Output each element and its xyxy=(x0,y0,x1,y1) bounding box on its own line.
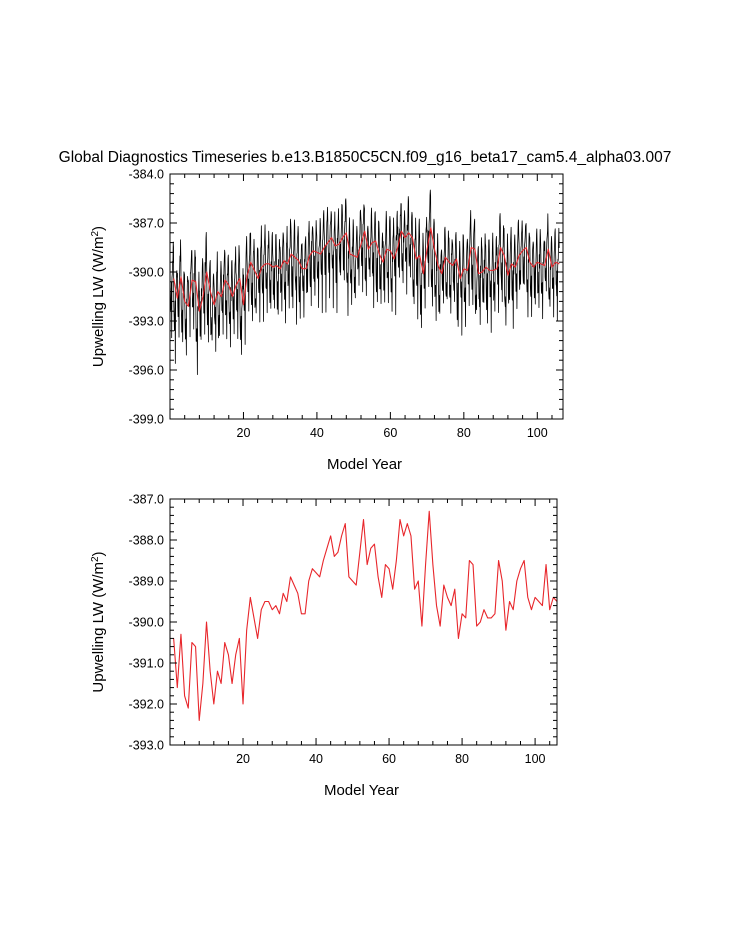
y-tick-label: -389.0 xyxy=(129,575,164,589)
series-annual-line xyxy=(173,510,557,721)
x-tick-label: 80 xyxy=(457,426,471,440)
x-axis-label: Model Year xyxy=(324,782,399,799)
y-axis-label-text: Upwelling LW (W/m xyxy=(90,562,107,693)
y-tick-label: -390.0 xyxy=(129,266,164,280)
y-axis-ticks xyxy=(170,183,563,410)
y-tick-label: -393.0 xyxy=(129,315,164,329)
y-axis-label: Upwelling LW (W/m2) xyxy=(90,551,108,692)
x-tick-label: 100 xyxy=(525,752,546,766)
x-tick-label: 100 xyxy=(527,426,548,440)
y-tick-label: -390.0 xyxy=(129,616,164,630)
y-tick-label: -393.0 xyxy=(129,739,164,753)
y-tick-label: -388.0 xyxy=(129,534,164,548)
x-tick-label: 20 xyxy=(236,752,250,766)
y-tick-label: -387.0 xyxy=(129,493,164,507)
y-tick-label: -387.0 xyxy=(129,217,164,231)
x-tick-label: 80 xyxy=(455,752,469,766)
panel-bottom-annual: 20 40 60 80 100 -387.0 -388.0 -389.0 -390.0 -391.… xyxy=(90,493,558,799)
plot-frame xyxy=(169,498,558,746)
x-tick-label: 60 xyxy=(383,426,397,440)
plot-frame xyxy=(169,173,564,420)
y-tick-label: -392.0 xyxy=(129,698,164,712)
series-monthly-line xyxy=(170,189,560,375)
x-axis-label: Model Year xyxy=(327,456,402,473)
y-axis-label-close: ) xyxy=(90,551,107,556)
plot-area xyxy=(170,189,560,375)
x-tick-label: 20 xyxy=(237,426,251,440)
y-axis-label: Upwelling LW (W/m2) xyxy=(90,226,108,367)
y-tick-label: -384.0 xyxy=(129,168,164,182)
x-tick-label: 40 xyxy=(310,426,324,440)
y-tick-label: -396.0 xyxy=(129,364,164,378)
y-axis-label-text: Upwelling LW (W/m xyxy=(90,236,107,367)
x-axis-ticks xyxy=(184,499,551,745)
y-tick-label: -399.0 xyxy=(129,413,164,427)
x-axis-ticks xyxy=(184,174,553,419)
y-axis-ticks xyxy=(170,506,557,738)
panel-top-monthly-annual: 20 40 60 80 100 -384.0 -387.0 -390.0 -393.0 -396.… xyxy=(90,168,564,473)
y-axis-label-close: ) xyxy=(90,226,107,231)
figure-title: Global Diagnostics Timeseries b.e13.B185… xyxy=(59,149,672,166)
y-axis-label-superscript: 2 xyxy=(90,556,101,562)
series-annual-line xyxy=(173,227,560,312)
y-axis-label-superscript: 2 xyxy=(90,230,101,236)
plot-area xyxy=(173,510,557,721)
y-tick-label: -391.0 xyxy=(129,657,164,671)
x-tick-label: 60 xyxy=(382,752,396,766)
x-tick-label: 40 xyxy=(309,752,323,766)
